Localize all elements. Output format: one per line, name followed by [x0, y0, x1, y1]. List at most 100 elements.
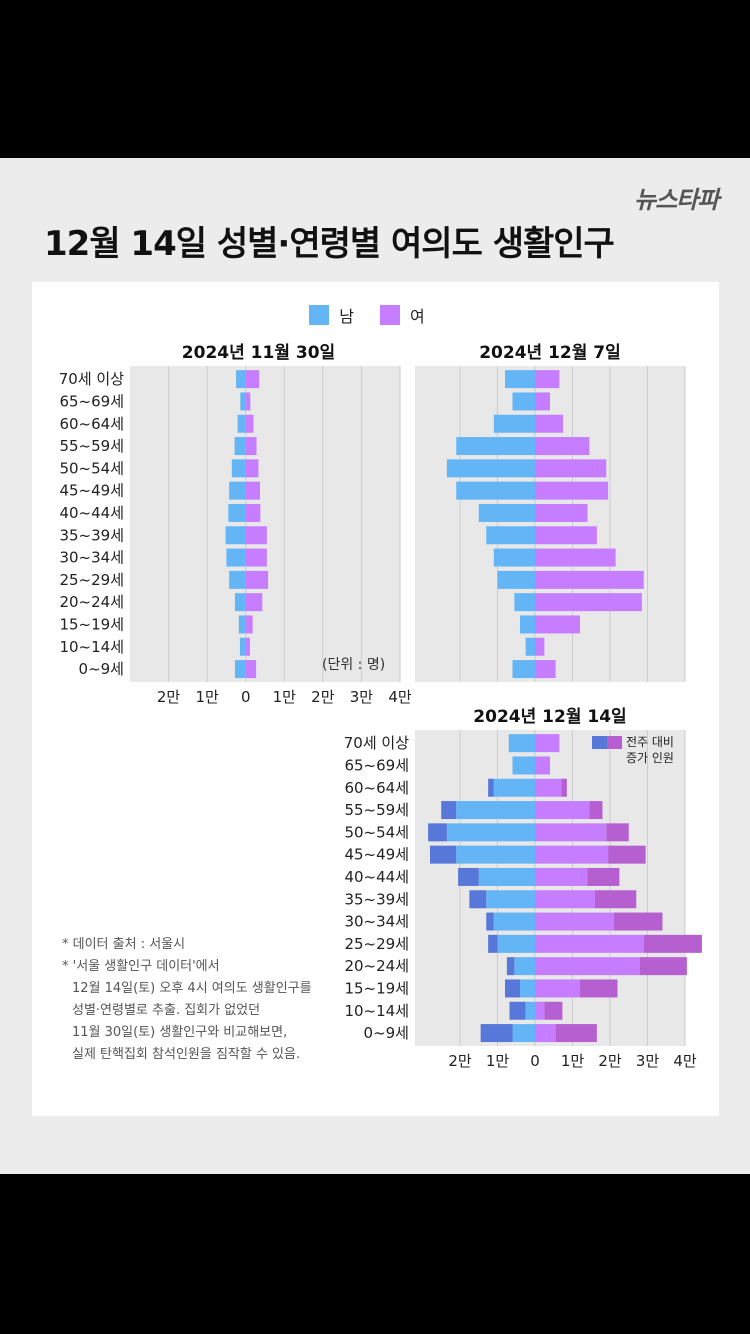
male-increase-bar	[488, 934, 498, 953]
male-bar	[508, 734, 535, 753]
chart-group-nov30: 2만 1만 0 1만 2만 3만 4만 70세 이상 65~69세 60~64세 55~59세 50~…	[59, 366, 412, 706]
note-line: * 데이터 출처 : 서울시	[62, 937, 186, 952]
male-bar	[446, 459, 535, 478]
female-bar	[535, 437, 590, 456]
chart-group-dec14: 2만 1만 0 1만 2만 3만 4만 70세 이상 65~69세 60~64세 55~59세 50~…	[344, 730, 702, 1070]
female-increase-bar	[613, 912, 663, 931]
y-tick-label: 15~19세	[59, 615, 124, 633]
male-bar	[234, 660, 246, 679]
male-bar	[229, 570, 246, 589]
female-bar	[535, 370, 560, 389]
male-increase-bar	[509, 1001, 526, 1020]
y-tick-label: 10~14세	[344, 1002, 409, 1020]
female-bar	[245, 526, 267, 545]
female-bar	[245, 481, 260, 500]
y-tick-label: 50~54세	[59, 459, 124, 477]
y-tick-label: 70세 이상	[59, 370, 124, 388]
male-legend-label: 남	[339, 307, 354, 326]
female-bar	[535, 979, 580, 998]
data-notes: * 데이터 출처 : 서울시 * '서울 생활인구 데이터'에서 12월 14일…	[62, 934, 352, 1066]
chart-group-dec7	[415, 366, 686, 682]
y-tick-label: 30~34세	[344, 913, 409, 931]
y-tick-label: 0~9세	[364, 1024, 409, 1042]
y-tick-label: 60~64세	[59, 415, 124, 433]
male-increase-bar	[458, 867, 479, 886]
male-bar	[456, 481, 535, 500]
female-bar	[245, 414, 254, 433]
female-increase-bar	[643, 934, 702, 953]
y-tick-label: 55~59세	[344, 801, 409, 819]
female-bar	[245, 370, 260, 389]
female-bar	[245, 392, 251, 411]
male-increase-bar	[430, 845, 457, 864]
female-increase-bar	[606, 823, 629, 842]
male-increase-bar	[506, 957, 515, 976]
female-bar	[245, 660, 257, 679]
x-tick-label: 4만	[388, 688, 412, 706]
male-bar	[486, 526, 535, 545]
plot-area	[415, 366, 685, 682]
male-bar	[229, 481, 246, 500]
female-bar	[535, 637, 545, 656]
chart-title-dec7: 2024년 12월 7일	[479, 343, 621, 363]
male-increase-bar	[428, 823, 447, 842]
y-tick-label: 15~19세	[344, 979, 409, 997]
male-bar	[493, 778, 535, 797]
female-increase-bar	[608, 845, 646, 864]
x-tick-label: 1만	[486, 1052, 510, 1070]
y-tick-label: 60~64세	[344, 779, 409, 797]
y-tick-label: 35~39세	[344, 890, 409, 908]
female-bar	[245, 437, 257, 456]
y-tick-label: 30~34세	[59, 549, 124, 567]
female-legend-label: 여	[410, 307, 425, 326]
y-tick-label: 40~44세	[59, 504, 124, 522]
note-line: 11월 30일(토) 생활인구와 비교해보면,	[72, 1025, 288, 1040]
female-increase-bar	[595, 890, 637, 909]
male-bar	[497, 570, 535, 589]
female-bar	[245, 637, 250, 656]
female-bar	[535, 615, 580, 634]
female-bar	[535, 459, 607, 478]
plot-area	[415, 730, 685, 1046]
increase-legend-line2: 증가 인원	[626, 751, 674, 765]
x-tick-label: 1만	[273, 688, 297, 706]
male-bar	[512, 660, 535, 679]
female-bar	[535, 526, 597, 545]
male-bar	[234, 437, 246, 456]
male-bar	[512, 1024, 535, 1043]
female-bar	[245, 570, 269, 589]
female-bar	[535, 734, 560, 753]
increase-legend: 전주 대비 증가 인원	[592, 734, 674, 766]
note-line: 성별·연령별로 추출. 집회가 없었던	[72, 1003, 261, 1018]
male-bar	[525, 1001, 535, 1020]
x-tick-label: 4만	[673, 1052, 697, 1070]
y-tick-label: 20~24세	[344, 957, 409, 975]
male-bar	[456, 437, 535, 456]
male-bar	[520, 615, 535, 634]
chart-title-nov30: 2024년 11월 30일	[181, 343, 336, 363]
male-bar	[514, 957, 535, 976]
female-increase-bar	[561, 778, 567, 797]
male-increase-bar	[469, 890, 487, 909]
x-tick-label: 1만	[195, 688, 219, 706]
y-tick-label: 55~59세	[59, 437, 124, 455]
x-tick-label: 2만	[598, 1052, 622, 1070]
male-bar	[234, 593, 246, 612]
y-tick-label: 45~49세	[344, 846, 409, 864]
female-bar	[245, 593, 263, 612]
male-bar	[512, 392, 535, 411]
male-bar	[493, 414, 535, 433]
female-bar	[535, 548, 616, 567]
y-tick-label: 45~49세	[59, 482, 124, 500]
female-bar	[245, 459, 259, 478]
page-title: 12월 14일 성별·연령별 여의도 생활인구	[44, 224, 615, 264]
male-swatch	[309, 305, 330, 325]
female-bar	[535, 1001, 545, 1020]
unit-label: (단위 : 명)	[322, 657, 386, 673]
female-increase-bar	[587, 867, 620, 886]
female-bar	[245, 615, 253, 634]
female-bar	[535, 503, 588, 522]
female-bar	[535, 570, 644, 589]
male-bar	[237, 414, 246, 433]
male-bar	[493, 548, 535, 567]
